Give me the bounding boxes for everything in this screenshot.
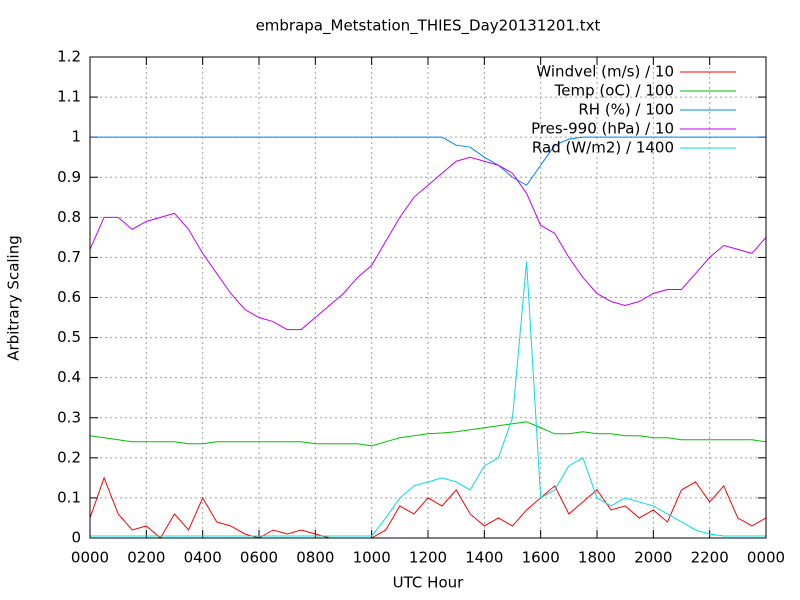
- y-tick-label: 0.4: [57, 368, 81, 386]
- x-tick-label: 1200: [409, 549, 447, 567]
- y-axis-label: Arbitrary Scaling: [5, 235, 23, 361]
- series-line: [90, 136, 766, 186]
- x-tick-label: 1600: [522, 549, 560, 567]
- x-tick-label: 0000: [71, 549, 109, 567]
- legend-label: Pres-990 (hPa) / 10: [531, 120, 674, 138]
- series-line: [89, 421, 767, 447]
- plot-border: [89, 56, 767, 539]
- legend-label: Rad (W/m2) / 1400: [532, 139, 674, 157]
- series-line: [89, 156, 767, 331]
- y-tick-label: 1.2: [57, 48, 81, 66]
- x-tick-label: 0600: [240, 549, 278, 567]
- legend-label: Temp (oC) / 100: [554, 82, 674, 100]
- y-tick-label: 0.2: [57, 448, 81, 466]
- legend-label: Windvel (m/s) / 10: [536, 63, 674, 81]
- series-line: [90, 261, 766, 537]
- y-tick-label: 0.9: [57, 168, 81, 186]
- y-tick-label: 0.6: [57, 288, 81, 306]
- x-tick-label: 0200: [127, 549, 165, 567]
- y-tick-label: 1.1: [57, 88, 81, 106]
- chart-title: embrapa_Metstation_THIES_Day20131201.txt: [256, 17, 601, 36]
- y-tick-label: 1: [71, 128, 81, 146]
- x-tick-label: 1800: [578, 549, 616, 567]
- y-tick-label: 0: [71, 529, 81, 547]
- legend-label: RH (%) / 100: [578, 101, 674, 119]
- x-tick-label: 2200: [691, 549, 729, 567]
- y-tick-label: 0.8: [57, 208, 81, 226]
- x-tick-label: 1400: [465, 549, 503, 567]
- x-axis-label: UTC Hour: [393, 574, 464, 592]
- x-tick-label: 0800: [296, 549, 334, 567]
- x-tick-label: 1000: [353, 549, 391, 567]
- x-tick-label: 0000: [747, 549, 785, 567]
- series-line: [89, 476, 767, 539]
- y-tick-label: 0.1: [57, 488, 81, 506]
- y-tick-label: 0.3: [57, 408, 81, 426]
- x-tick-label: 2000: [634, 549, 672, 567]
- y-tick-label: 0.7: [57, 248, 81, 266]
- x-tick-label: 0400: [184, 549, 222, 567]
- y-tick-label: 0.5: [57, 328, 81, 346]
